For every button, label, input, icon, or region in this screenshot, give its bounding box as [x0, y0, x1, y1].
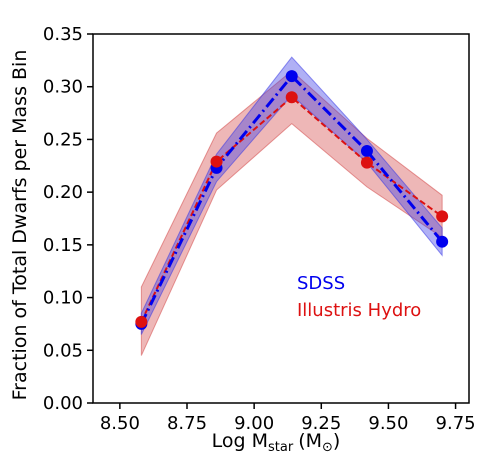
point-illustris-hydro: [210, 155, 223, 168]
plot-frame: [92, 33, 470, 404]
x-axis-label-main: Log M: [212, 430, 268, 452]
point-illustris-hydro: [360, 156, 373, 169]
point-sdss: [360, 145, 373, 158]
x-axis-label: Log Mstar (M⊙): [212, 430, 341, 455]
x-axis-label-unit-close: ): [333, 430, 340, 452]
point-illustris-hydro: [135, 315, 148, 328]
point-sdss: [285, 70, 298, 83]
x-tick-label: 9.25: [301, 413, 341, 434]
x-tick-label: 8.50: [100, 413, 140, 434]
x-axis-ticks: 8.50 8.75 9.00 9.25 9.50 9.75: [100, 403, 476, 434]
point-illustris-hydro: [436, 210, 449, 223]
y-tick-label: 0.20: [43, 182, 83, 203]
x-axis-label-subscript: star: [268, 440, 294, 455]
y-axis-ticks: 0.00 0.05 0.10 0.15 0.20 0.25 0.30 0.35: [43, 24, 93, 414]
point-sdss: [436, 235, 449, 248]
y-tick-label: 0.05: [43, 340, 83, 361]
y-tick-label: 0.00: [43, 393, 83, 414]
x-tick-label: 8.75: [167, 413, 207, 434]
x-tick-label: 9.75: [436, 413, 476, 434]
y-tick-label: 0.25: [43, 129, 83, 150]
point-illustris-hydro: [285, 91, 298, 104]
y-tick-label: 0.30: [43, 77, 83, 98]
y-tick-label: 0.10: [43, 288, 83, 309]
y-tick-label: 0.35: [43, 24, 83, 45]
series-points: [135, 70, 449, 330]
x-tick-label: 9.50: [368, 413, 408, 434]
legend-entry-illustris-hydro: Illustris Hydro: [297, 300, 421, 321]
x-tick-label: 9.00: [234, 413, 274, 434]
x-axis-label-unit-subscript: ⊙: [322, 440, 333, 455]
legend-entry-sdss: SDSS: [297, 273, 345, 294]
line-sdss: [139, 73, 444, 325]
y-tick-label: 0.15: [43, 235, 83, 256]
legend: SDSS Illustris Hydro: [297, 273, 421, 321]
x-axis-label-unit: (M: [298, 430, 322, 452]
y-axis-label: Fraction of Total Dwarfs per Mass Bin: [9, 50, 31, 401]
